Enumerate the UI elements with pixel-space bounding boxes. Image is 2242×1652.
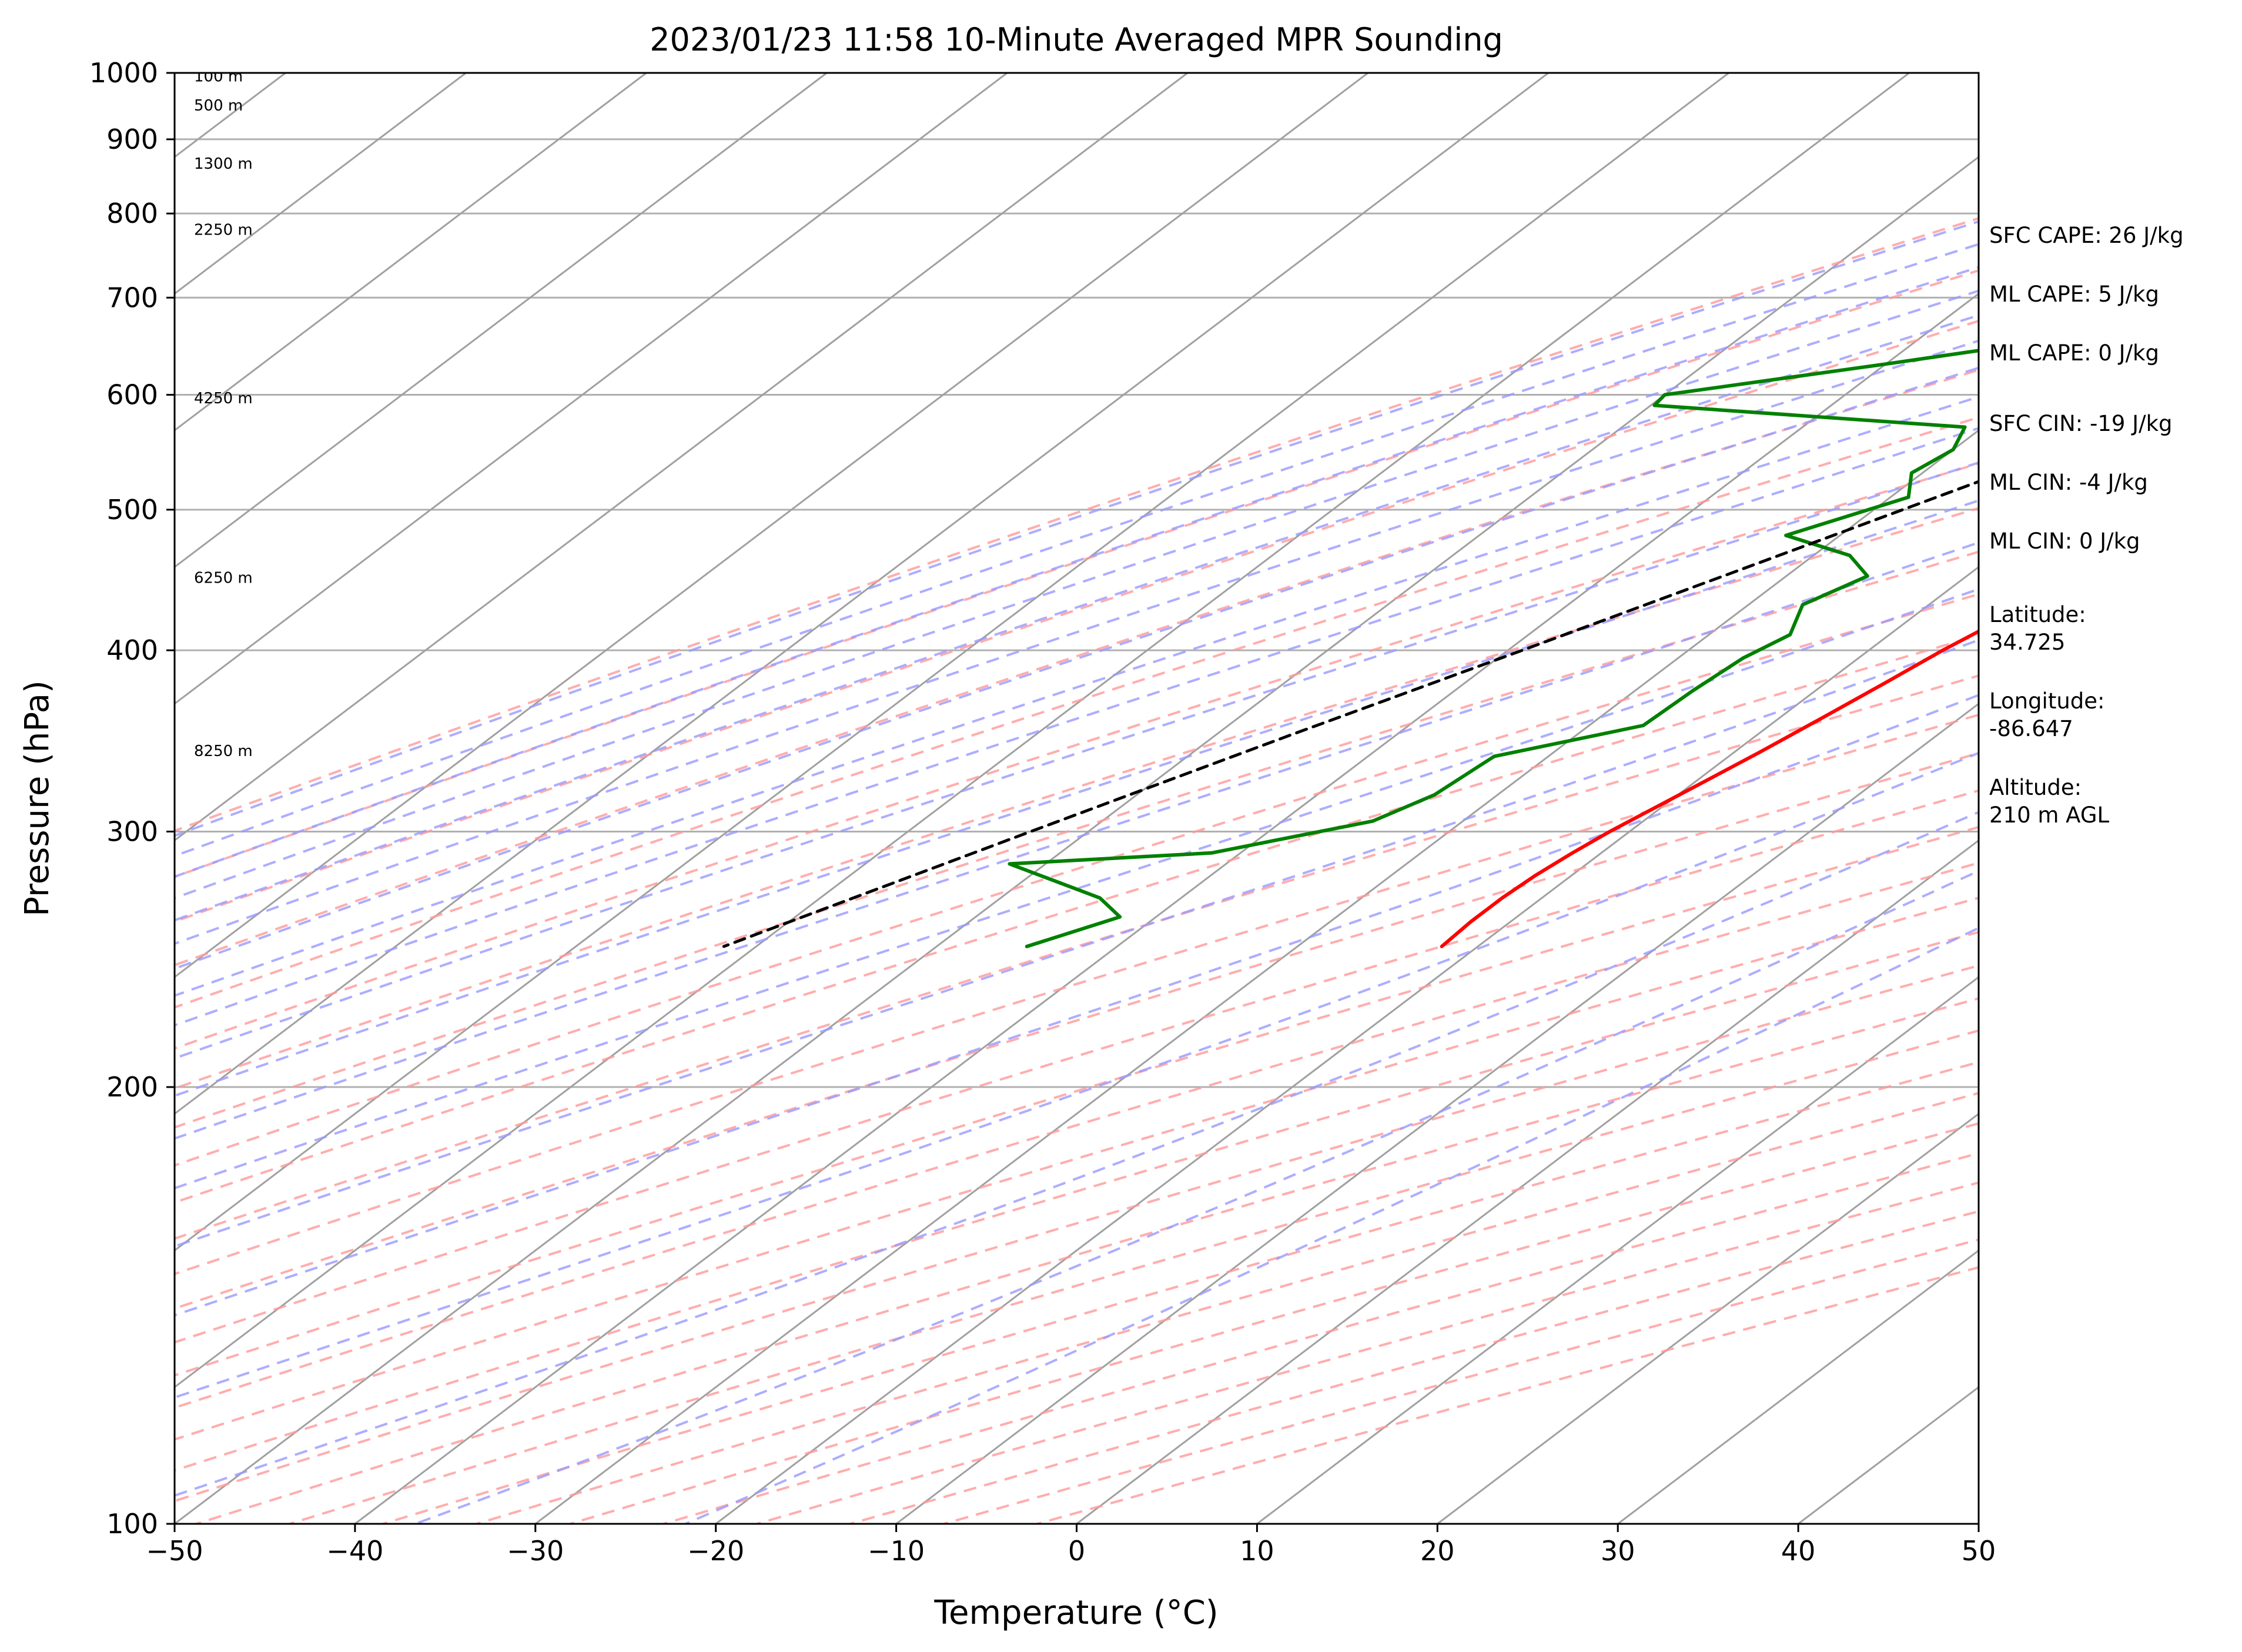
latitude-label: Latitude: [1989, 602, 2086, 627]
isotherm-line [175, 73, 1008, 705]
isotherm-line [175, 156, 1979, 1524]
height-label: 6250 m [194, 569, 253, 587]
altitude-label: Altitude: [1989, 775, 2082, 800]
x-tick-label: 30 [1601, 1535, 1635, 1567]
moist-adiabat-line [175, 541, 1979, 1140]
y-tick-label: 100 [106, 1508, 158, 1540]
x-tick-label: −50 [146, 1535, 203, 1567]
dry-adiabat-line [175, 825, 1979, 1377]
y-tick-label: 200 [106, 1071, 158, 1103]
moist-adiabat-line [175, 314, 1979, 922]
moist-adiabat-lines [175, 220, 1979, 1524]
y-tick-label: 900 [106, 123, 158, 155]
isotherm-line [175, 73, 1189, 842]
x-tick-label: 20 [1420, 1535, 1455, 1567]
ml-cape-text: ML CAPE: 5 J/kg [1989, 282, 2159, 307]
moist-adiabat-line [175, 587, 1979, 1190]
isotherm-line [1256, 976, 1979, 1524]
chart-title: 2023/01/23 11:58 10-Minute Averaged MPR … [650, 21, 1503, 58]
height-label: 1300 m [194, 155, 253, 173]
sfc-cin-text: SFC CIN: -19 J/kg [1989, 411, 2173, 436]
moist-adiabat-line [175, 339, 1979, 945]
x-tick-label: −20 [687, 1535, 744, 1567]
dry-adiabat-line [175, 269, 1979, 878]
isobar-grid [175, 138, 1979, 1088]
isotherm-lines [175, 73, 1979, 1524]
y-tick-label: 300 [106, 815, 158, 847]
longitude-label: Longitude: [1989, 688, 2105, 714]
height-labels: 8250 m 6250 m 4250 m 2250 m 1300 m 500 m 100 m [194, 68, 253, 760]
temperature-series [1440, 629, 1979, 948]
isotherm-line [534, 429, 1979, 1524]
height-label: 8250 m [194, 743, 253, 760]
x-axis-label: Temperature (°C) [933, 1594, 1218, 1632]
isotherm-line [175, 73, 1550, 1115]
height-label: 500 m [194, 97, 243, 115]
dry-adiabat-lines [175, 217, 1979, 1524]
y-tick-label: 500 [106, 494, 158, 526]
moist-adiabat-line [414, 870, 1979, 1524]
dry-adiabat-line [175, 507, 1979, 1090]
dry-adiabat-line [175, 713, 1979, 1276]
longitude-value: -86.647 [1989, 716, 2073, 741]
dry-adiabat-line [175, 861, 1979, 1409]
moist-adiabat-line [175, 220, 1979, 837]
moist-adiabat-line [175, 751, 1979, 1399]
sounding-series [722, 349, 1979, 948]
dry-adiabat-line [175, 369, 1979, 967]
y-tick-label: 1000 [89, 57, 158, 89]
height-label: 100 m [194, 68, 243, 85]
altitude-value: 210 m AGL [1989, 802, 2110, 828]
height-label: 4250 m [194, 390, 253, 407]
x-tick-label: −10 [868, 1535, 925, 1567]
isotherm-line [895, 703, 1979, 1524]
y-tick-label: 700 [106, 282, 158, 313]
moist-adiabat-line [175, 243, 1979, 858]
dry-adiabat-line [175, 593, 1979, 1167]
dry-adiabat-line [175, 462, 1979, 1050]
annotations-panel: SFC CAPE: 26 J/kg ML CAPE: 5 J/kg ML CAP… [1989, 223, 2184, 828]
y-tick-label: 400 [106, 634, 158, 666]
parcel-line [722, 480, 1979, 948]
isotherm-line [175, 73, 1910, 1389]
y-tick-label: 600 [106, 379, 158, 411]
isotherm-line [175, 73, 1369, 978]
dry-adiabat-line [175, 634, 1979, 1204]
isotherm-line [1076, 839, 1979, 1524]
temperature-line [1440, 629, 1979, 948]
y-axis-label: Pressure (hPa) [18, 680, 56, 917]
x-tick-label: −40 [326, 1535, 383, 1567]
dewpoint-line [1008, 349, 1979, 948]
height-label: 2250 m [194, 221, 253, 239]
parcel-series [722, 480, 1979, 948]
y-tick-label: 800 [106, 198, 158, 229]
dewpoint-series [1008, 349, 1979, 948]
x-tick-label: 10 [1240, 1535, 1274, 1567]
latitude-value: 34.725 [1989, 630, 2065, 655]
moist-adiabat-line [175, 395, 1979, 997]
plot-area: 8250 m 6250 m 4250 m 2250 m 1300 m 500 m 100 m [175, 68, 1979, 1524]
isotherm-line [175, 73, 647, 432]
x-tick-label: 50 [1962, 1535, 1996, 1567]
x-axis-ticks: −50 −40 −30 −20 −10 0 10 20 30 40 50 [146, 1524, 1996, 1567]
ml-cape-text-2: ML CAPE: 0 J/kg [1989, 340, 2159, 366]
dry-adiabat-line [175, 752, 1979, 1310]
isotherm-line [175, 73, 828, 568]
ml-cin-text: ML CIN: -4 J/kg [1989, 470, 2148, 495]
dry-adiabat-line [175, 319, 1979, 923]
x-tick-label: −30 [507, 1535, 564, 1567]
x-tick-label: 40 [1781, 1535, 1816, 1567]
sfc-cape-text: SFC CAPE: 26 J/kg [1989, 223, 2184, 248]
isotherm-line [1437, 1112, 1979, 1524]
x-tick-label: 0 [1068, 1535, 1085, 1567]
ml-cin-text-2: ML CIN: 0 J/kg [1989, 529, 2140, 554]
isotherm-line [175, 73, 1729, 1252]
isotherm-line [354, 292, 1979, 1524]
isotherm-line [1617, 1249, 1979, 1524]
y-axis-ticks: 1000 900 800 700 600 500 400 300 200 100 [89, 57, 175, 1540]
